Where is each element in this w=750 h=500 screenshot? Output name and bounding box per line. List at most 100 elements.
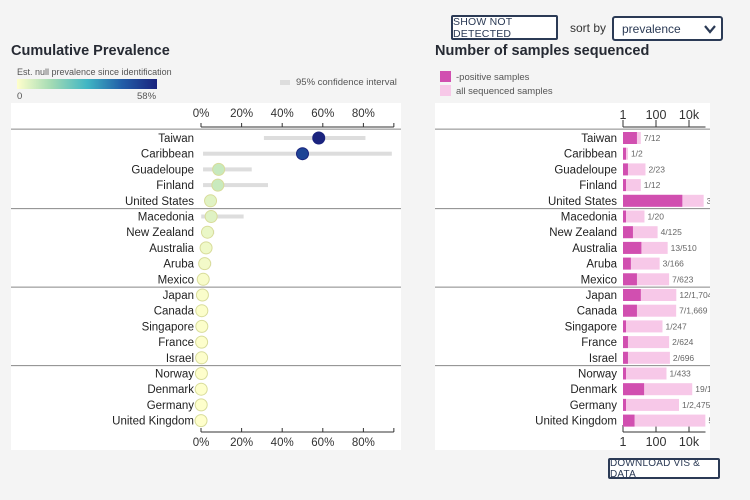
country-label: Aruba [163,259,194,271]
positive-samples-bar [623,336,628,349]
sort-select-value: prevalence [622,21,681,36]
log-tick-label-bottom: 100 [646,435,667,449]
country-label: Mexico [581,274,617,286]
x-tick-label-top: 60% [311,108,334,120]
ci-legend-swatch [280,80,290,85]
x-tick-label-top: 20% [230,108,253,120]
prevalence-color-scale [17,79,157,89]
positive-samples-bar [623,147,626,160]
country-label: Japan [586,290,617,302]
x-tick-label-bottom: 80% [352,437,375,449]
download-button[interactable]: DOWNLOAD VIS & DATA [608,458,720,480]
country-label: Canada [577,306,618,318]
prevalence-point [194,367,208,380]
prevalence-point [195,288,209,302]
color-scale-min: 0 [17,91,23,102]
all-samples-legend-label: all sequenced samples [456,86,553,97]
positive-legend-swatch [440,71,451,82]
prevalence-point [195,319,209,333]
positive-legend-label: -positive samples [456,72,530,83]
x-tick-label-bottom: 60% [311,437,334,449]
country-label: Canada [154,306,195,318]
ci-bar [203,167,252,172]
prevalence-chart: 0% 20% 40% 60% 80% 0% 20% 40% 60% 80% Taiwan Caribb… [11,103,401,450]
country-label: Taiwan [158,133,194,145]
positive-samples-bar [623,367,626,380]
sample-count-label: 4/125 [661,227,683,237]
all-samples-bar [623,210,645,223]
log-tick-label-bottom: 10k [679,435,700,449]
country-label: Mexico [158,274,194,286]
country-label: Germany [570,400,618,412]
sample-count-label: 1/2,475 [682,400,710,410]
prevalence-point [195,304,209,318]
country-label: Guadeloupe [131,164,194,176]
all-samples-bar [623,179,641,192]
sample-count-label: 3/166 [663,259,685,269]
sort-select[interactable]: prevalence [612,16,723,41]
positive-samples-bar [623,194,683,207]
sort-by-label: sort by [570,21,607,35]
sample-count-label: 1/20 [647,212,664,222]
sample-count-label: 1/12 [644,180,661,190]
country-label: Israel [166,353,194,365]
all-samples-bar [623,320,663,333]
all-samples-bar [623,367,667,380]
samples-chart: 1 100 10k 1 100 10k Taiwan 7/12 Caribbean 1/2 Guad… [435,103,710,450]
country-label: Guadeloupe [554,164,617,176]
sample-count-label: 2/696 [673,353,695,363]
positive-samples-bar [623,351,628,364]
x-tick-label-top: 0% [193,108,210,120]
ci-bar [201,214,244,219]
sample-count-label: 3,941/77,433 [707,196,710,206]
country-label: Macedonia [561,212,618,224]
country-label: United States [548,196,617,208]
prevalence-point [200,225,214,239]
all-samples-bar [623,257,660,270]
sample-count-label: 7/12 [644,133,661,143]
prevalence-point [296,147,309,161]
chevron-down-icon [704,25,716,34]
prevalence-point [196,272,210,286]
color-scale-max: 58% [137,91,157,102]
right-panel-title: Number of samples sequenced [435,43,650,59]
country-label: Denmark [147,384,194,396]
all-samples-bar [623,414,706,427]
prevalence-point [204,194,218,208]
prevalence-point [312,131,326,145]
country-label: Finland [156,180,194,192]
country-label: Finland [579,180,617,192]
prevalence-point [204,210,218,223]
country-label: Caribbean [141,149,194,161]
country-label: Israel [589,353,617,365]
positive-samples-bar [623,304,637,317]
country-label: Macedonia [138,212,195,224]
x-tick-label-bottom: 20% [230,437,253,449]
sample-count-label: 1/2 [631,149,643,159]
country-label: Taiwan [581,133,617,145]
country-label: Australia [572,243,617,255]
positive-samples-bar [623,163,628,176]
country-label: Singapore [565,321,617,333]
country-label: France [158,337,194,349]
prevalence-point [211,178,225,192]
prevalence-point [194,398,208,412]
sample-count-label: 19/15,710 [695,384,710,394]
log-tick-label-bottom: 1 [620,435,627,449]
sample-count-label: 1/433 [670,369,692,379]
positive-samples-bar [623,257,631,270]
positive-samples-bar [623,414,635,427]
all-samples-legend-swatch [440,85,451,96]
all-samples-bar [623,398,679,411]
x-tick-label-top: 80% [352,108,375,120]
show-not-detected-button[interactable]: SHOW NOT DETECTED [451,15,558,40]
positive-samples-bar [623,210,626,223]
country-label: United Kingdom [535,416,617,428]
positive-samples-bar [623,398,626,411]
prevalence-point [195,351,209,365]
country-label: Denmark [570,384,617,396]
prevalence-legend-label: Est. null prevalence since identificatio… [17,67,172,77]
positive-samples-bar [623,383,645,396]
ci-legend-label: 95% confidence interval [296,77,397,88]
country-label: France [581,337,617,349]
